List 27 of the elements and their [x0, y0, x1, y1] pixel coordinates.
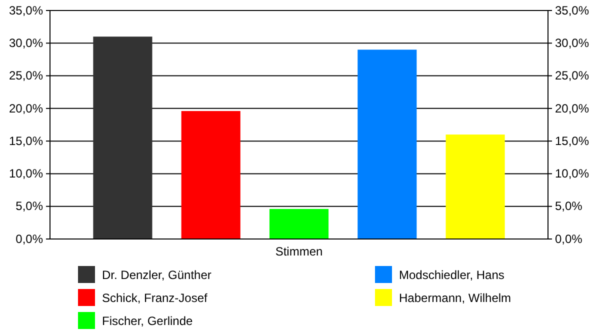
- legend-label: Modschiedler, Hans: [399, 268, 504, 282]
- text: 35,0%: [555, 3, 590, 18]
- y-tick-label: 30,0%: [8, 36, 44, 50]
- text: 15,0%: [555, 134, 590, 148]
- legend-label: Schick, Franz-Josef: [102, 291, 208, 305]
- bar: [269, 208, 329, 239]
- legend-label: Fischer, Gerlinde: [102, 314, 194, 328]
- bar: [93, 36, 152, 239]
- y-tick-label: 5,0%: [16, 199, 44, 214]
- bar: [181, 111, 240, 239]
- y-tick-label: 15,0%: [8, 134, 44, 148]
- text: 30,0%: [555, 36, 590, 50]
- y-tick-label: 10,0%: [8, 166, 44, 181]
- y-tick-label: 0,0%: [16, 232, 44, 246]
- legend-label: Habermann, Wilhelm: [399, 291, 512, 305]
- x-tick-label: Stimmen: [275, 244, 323, 259]
- y-tick-label: 20,0%: [8, 101, 44, 116]
- bar: [446, 134, 505, 239]
- legend-label: Dr. Denzler, Günther: [102, 268, 212, 282]
- y-tick-label: 35,0%: [8, 3, 44, 18]
- bar: [358, 50, 417, 239]
- text: 5,0%: [555, 199, 582, 214]
- text: 25,0%: [555, 68, 590, 83]
- text: 0,0%: [555, 232, 582, 246]
- text: 10,0%: [555, 166, 590, 181]
- text: 20,0%: [555, 101, 590, 116]
- y-tick-label: 25,0%: [8, 68, 44, 83]
